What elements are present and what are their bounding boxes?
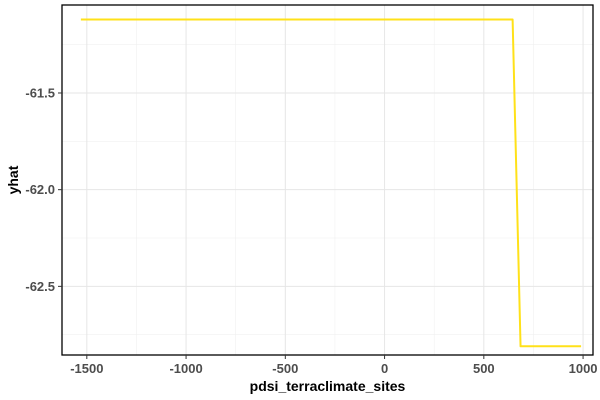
panel-border [61,4,594,356]
x-axis: -1500 -1000 -500 0 500 1000 [70,355,598,376]
x-tick-label: 500 [473,361,495,376]
x-tick-label: -500 [272,361,298,376]
y-tick-label: -61.5 [25,85,55,100]
x-axis-title: pdsi_terraclimate_sites [250,378,406,394]
x-tick-label: 0 [381,361,388,376]
x-tick-label: -1000 [169,361,202,376]
y-tick-label: -62.0 [25,182,55,197]
y-axis: -61.5 -62.0 -62.5 [25,85,62,294]
y-axis-title: yhat [5,165,21,194]
series-line-yhat [80,18,582,348]
x-tick-label: -1500 [70,361,103,376]
grid [62,5,593,355]
x-tick-label: 1000 [569,361,598,376]
y-tick-label: -62.5 [25,279,55,294]
series-layer [80,18,582,348]
